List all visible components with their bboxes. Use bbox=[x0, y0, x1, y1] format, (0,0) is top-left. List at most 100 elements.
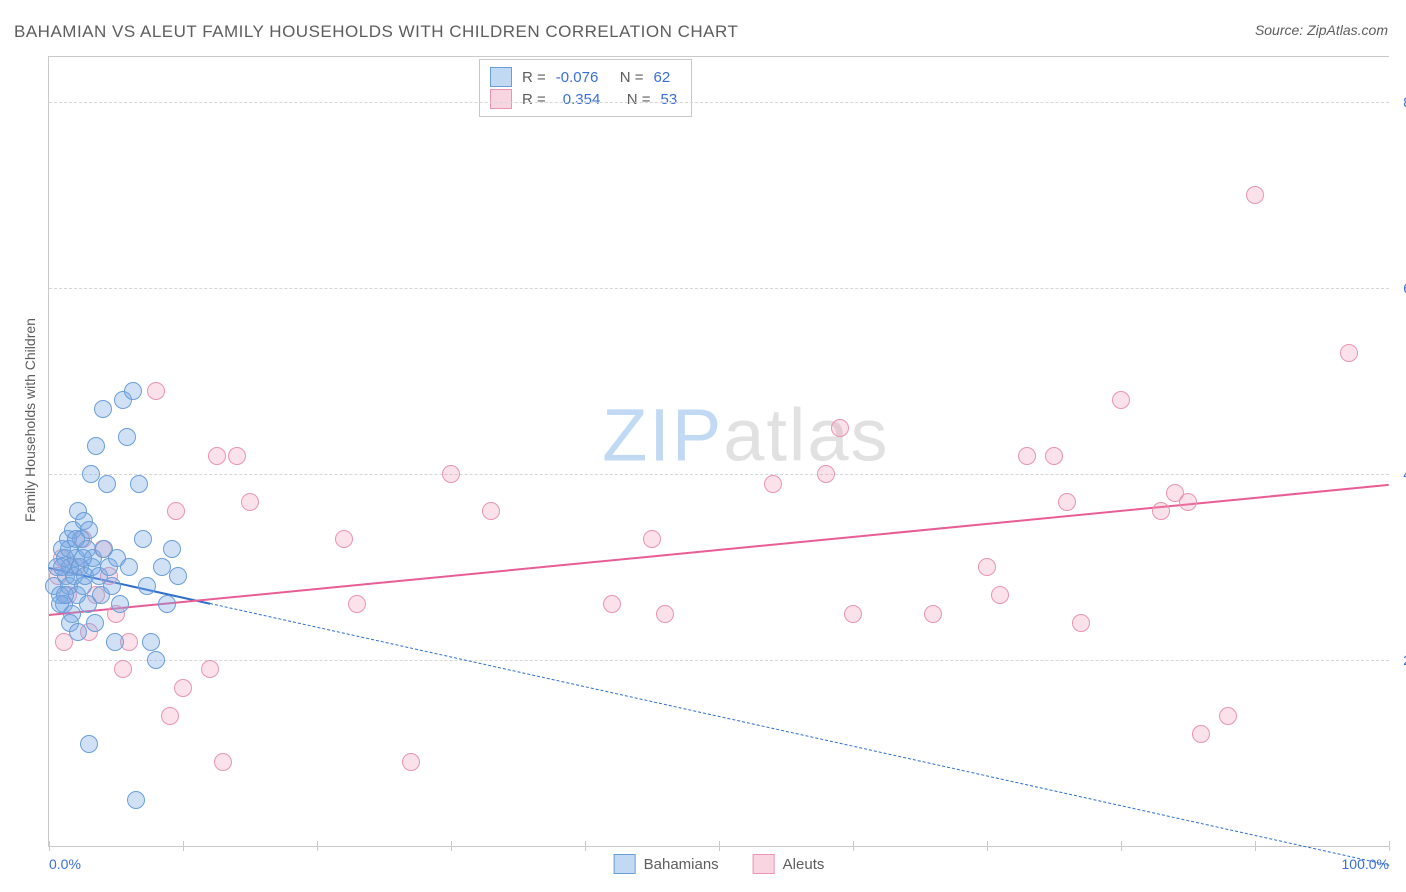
data-point-bahamians bbox=[127, 791, 145, 809]
data-point-bahamians bbox=[103, 577, 121, 595]
data-point-bahamians bbox=[147, 651, 165, 669]
data-point-bahamians bbox=[80, 735, 98, 753]
data-point-bahamians bbox=[98, 475, 116, 493]
data-point-aleuts bbox=[335, 530, 353, 548]
x-tick bbox=[1121, 841, 1122, 851]
stat-r-aleuts: 0.354 bbox=[556, 91, 617, 108]
data-point-aleuts bbox=[442, 465, 460, 483]
swatch-bahamians bbox=[490, 67, 512, 87]
data-point-aleuts bbox=[1219, 707, 1237, 725]
gridline-h bbox=[49, 288, 1389, 289]
regression-line-bahamians-extrapolated bbox=[210, 603, 1389, 866]
data-point-aleuts bbox=[1058, 493, 1076, 511]
gridline-h bbox=[49, 474, 1389, 475]
data-point-bahamians bbox=[138, 577, 156, 595]
data-point-aleuts bbox=[228, 447, 246, 465]
data-point-aleuts bbox=[924, 605, 942, 623]
stat-n-label: N = bbox=[620, 69, 644, 86]
data-point-bahamians bbox=[142, 633, 160, 651]
data-point-bahamians bbox=[82, 465, 100, 483]
data-point-aleuts bbox=[241, 493, 259, 511]
legend-item-bahamians[interactable]: Bahamians bbox=[614, 854, 719, 874]
data-point-aleuts bbox=[147, 382, 165, 400]
x-tick bbox=[1389, 841, 1390, 851]
data-point-aleuts bbox=[1246, 186, 1264, 204]
x-tick bbox=[853, 841, 854, 851]
x-tick bbox=[585, 841, 586, 851]
data-point-aleuts bbox=[402, 753, 420, 771]
stat-r-label: R = bbox=[522, 91, 546, 108]
watermark-atlas: atlas bbox=[723, 394, 889, 477]
y-axis-title: Family Households with Children bbox=[22, 318, 38, 522]
data-point-bahamians bbox=[120, 558, 138, 576]
stat-n-label: N = bbox=[627, 91, 651, 108]
scatter-plot: ZIPatlas R = -0.076 N = 62 R = 0.354 N =… bbox=[48, 56, 1389, 847]
correlation-stats-box: R = -0.076 N = 62 R = 0.354 N = 53 bbox=[479, 59, 692, 117]
source-label: Source: bbox=[1255, 22, 1303, 38]
legend-label-bahamians: Bahamians bbox=[644, 856, 719, 873]
data-point-aleuts bbox=[1072, 614, 1090, 632]
watermark-zip: ZIP bbox=[602, 394, 723, 477]
data-point-aleuts bbox=[114, 660, 132, 678]
data-point-bahamians bbox=[134, 530, 152, 548]
x-tick bbox=[49, 841, 50, 851]
x-tick bbox=[719, 841, 720, 851]
swatch-bahamians bbox=[614, 854, 636, 874]
watermark: ZIPatlas bbox=[602, 393, 889, 478]
data-point-aleuts bbox=[844, 605, 862, 623]
x-tick bbox=[1255, 841, 1256, 851]
data-point-aleuts bbox=[1152, 502, 1170, 520]
stat-r-bahamians: -0.076 bbox=[556, 69, 610, 86]
data-point-aleuts bbox=[656, 605, 674, 623]
data-point-aleuts bbox=[167, 502, 185, 520]
source-link[interactable]: ZipAtlas.com bbox=[1307, 22, 1388, 38]
stat-n-aleuts: 53 bbox=[661, 91, 678, 108]
data-point-bahamians bbox=[87, 437, 105, 455]
data-point-bahamians bbox=[130, 475, 148, 493]
data-point-bahamians bbox=[74, 549, 92, 567]
data-point-aleuts bbox=[1045, 447, 1063, 465]
x-tick bbox=[451, 841, 452, 851]
x-tick bbox=[987, 841, 988, 851]
data-point-aleuts bbox=[214, 753, 232, 771]
data-point-bahamians bbox=[86, 614, 104, 632]
data-point-bahamians bbox=[163, 540, 181, 558]
data-point-aleuts bbox=[482, 502, 500, 520]
stat-r-label: R = bbox=[522, 69, 546, 86]
data-point-bahamians bbox=[124, 382, 142, 400]
data-point-aleuts bbox=[831, 419, 849, 437]
plot-top-border bbox=[49, 56, 1389, 57]
data-point-bahamians bbox=[67, 530, 85, 548]
data-point-bahamians bbox=[169, 567, 187, 585]
legend-item-aleuts[interactable]: Aleuts bbox=[753, 854, 825, 874]
data-point-aleuts bbox=[991, 586, 1009, 604]
data-point-aleuts bbox=[1192, 725, 1210, 743]
stats-row-aleuts: R = 0.354 N = 53 bbox=[490, 88, 677, 110]
data-point-aleuts bbox=[208, 447, 226, 465]
data-point-bahamians bbox=[69, 623, 87, 641]
data-point-aleuts bbox=[643, 530, 661, 548]
legend-label-aleuts: Aleuts bbox=[783, 856, 825, 873]
data-point-aleuts bbox=[1179, 493, 1197, 511]
chart-title: BAHAMIAN VS ALEUT FAMILY HOUSEHOLDS WITH… bbox=[14, 22, 738, 42]
data-point-bahamians bbox=[56, 586, 74, 604]
data-point-bahamians bbox=[53, 558, 71, 576]
x-tick-label: 0.0% bbox=[49, 856, 81, 872]
swatch-aleuts bbox=[490, 89, 512, 109]
data-point-aleuts bbox=[1112, 391, 1130, 409]
data-point-aleuts bbox=[978, 558, 996, 576]
data-point-aleuts bbox=[348, 595, 366, 613]
legend: Bahamians Aleuts bbox=[614, 854, 825, 874]
data-point-aleuts bbox=[817, 465, 835, 483]
stats-row-bahamians: R = -0.076 N = 62 bbox=[490, 66, 677, 88]
x-tick bbox=[317, 841, 318, 851]
data-point-aleuts bbox=[1018, 447, 1036, 465]
x-tick bbox=[183, 841, 184, 851]
gridline-h bbox=[49, 660, 1389, 661]
gridline-h bbox=[49, 102, 1389, 103]
data-point-bahamians bbox=[153, 558, 171, 576]
stat-n-bahamians: 62 bbox=[654, 69, 671, 86]
swatch-aleuts bbox=[753, 854, 775, 874]
data-point-aleuts bbox=[1340, 344, 1358, 362]
data-point-bahamians bbox=[106, 633, 124, 651]
